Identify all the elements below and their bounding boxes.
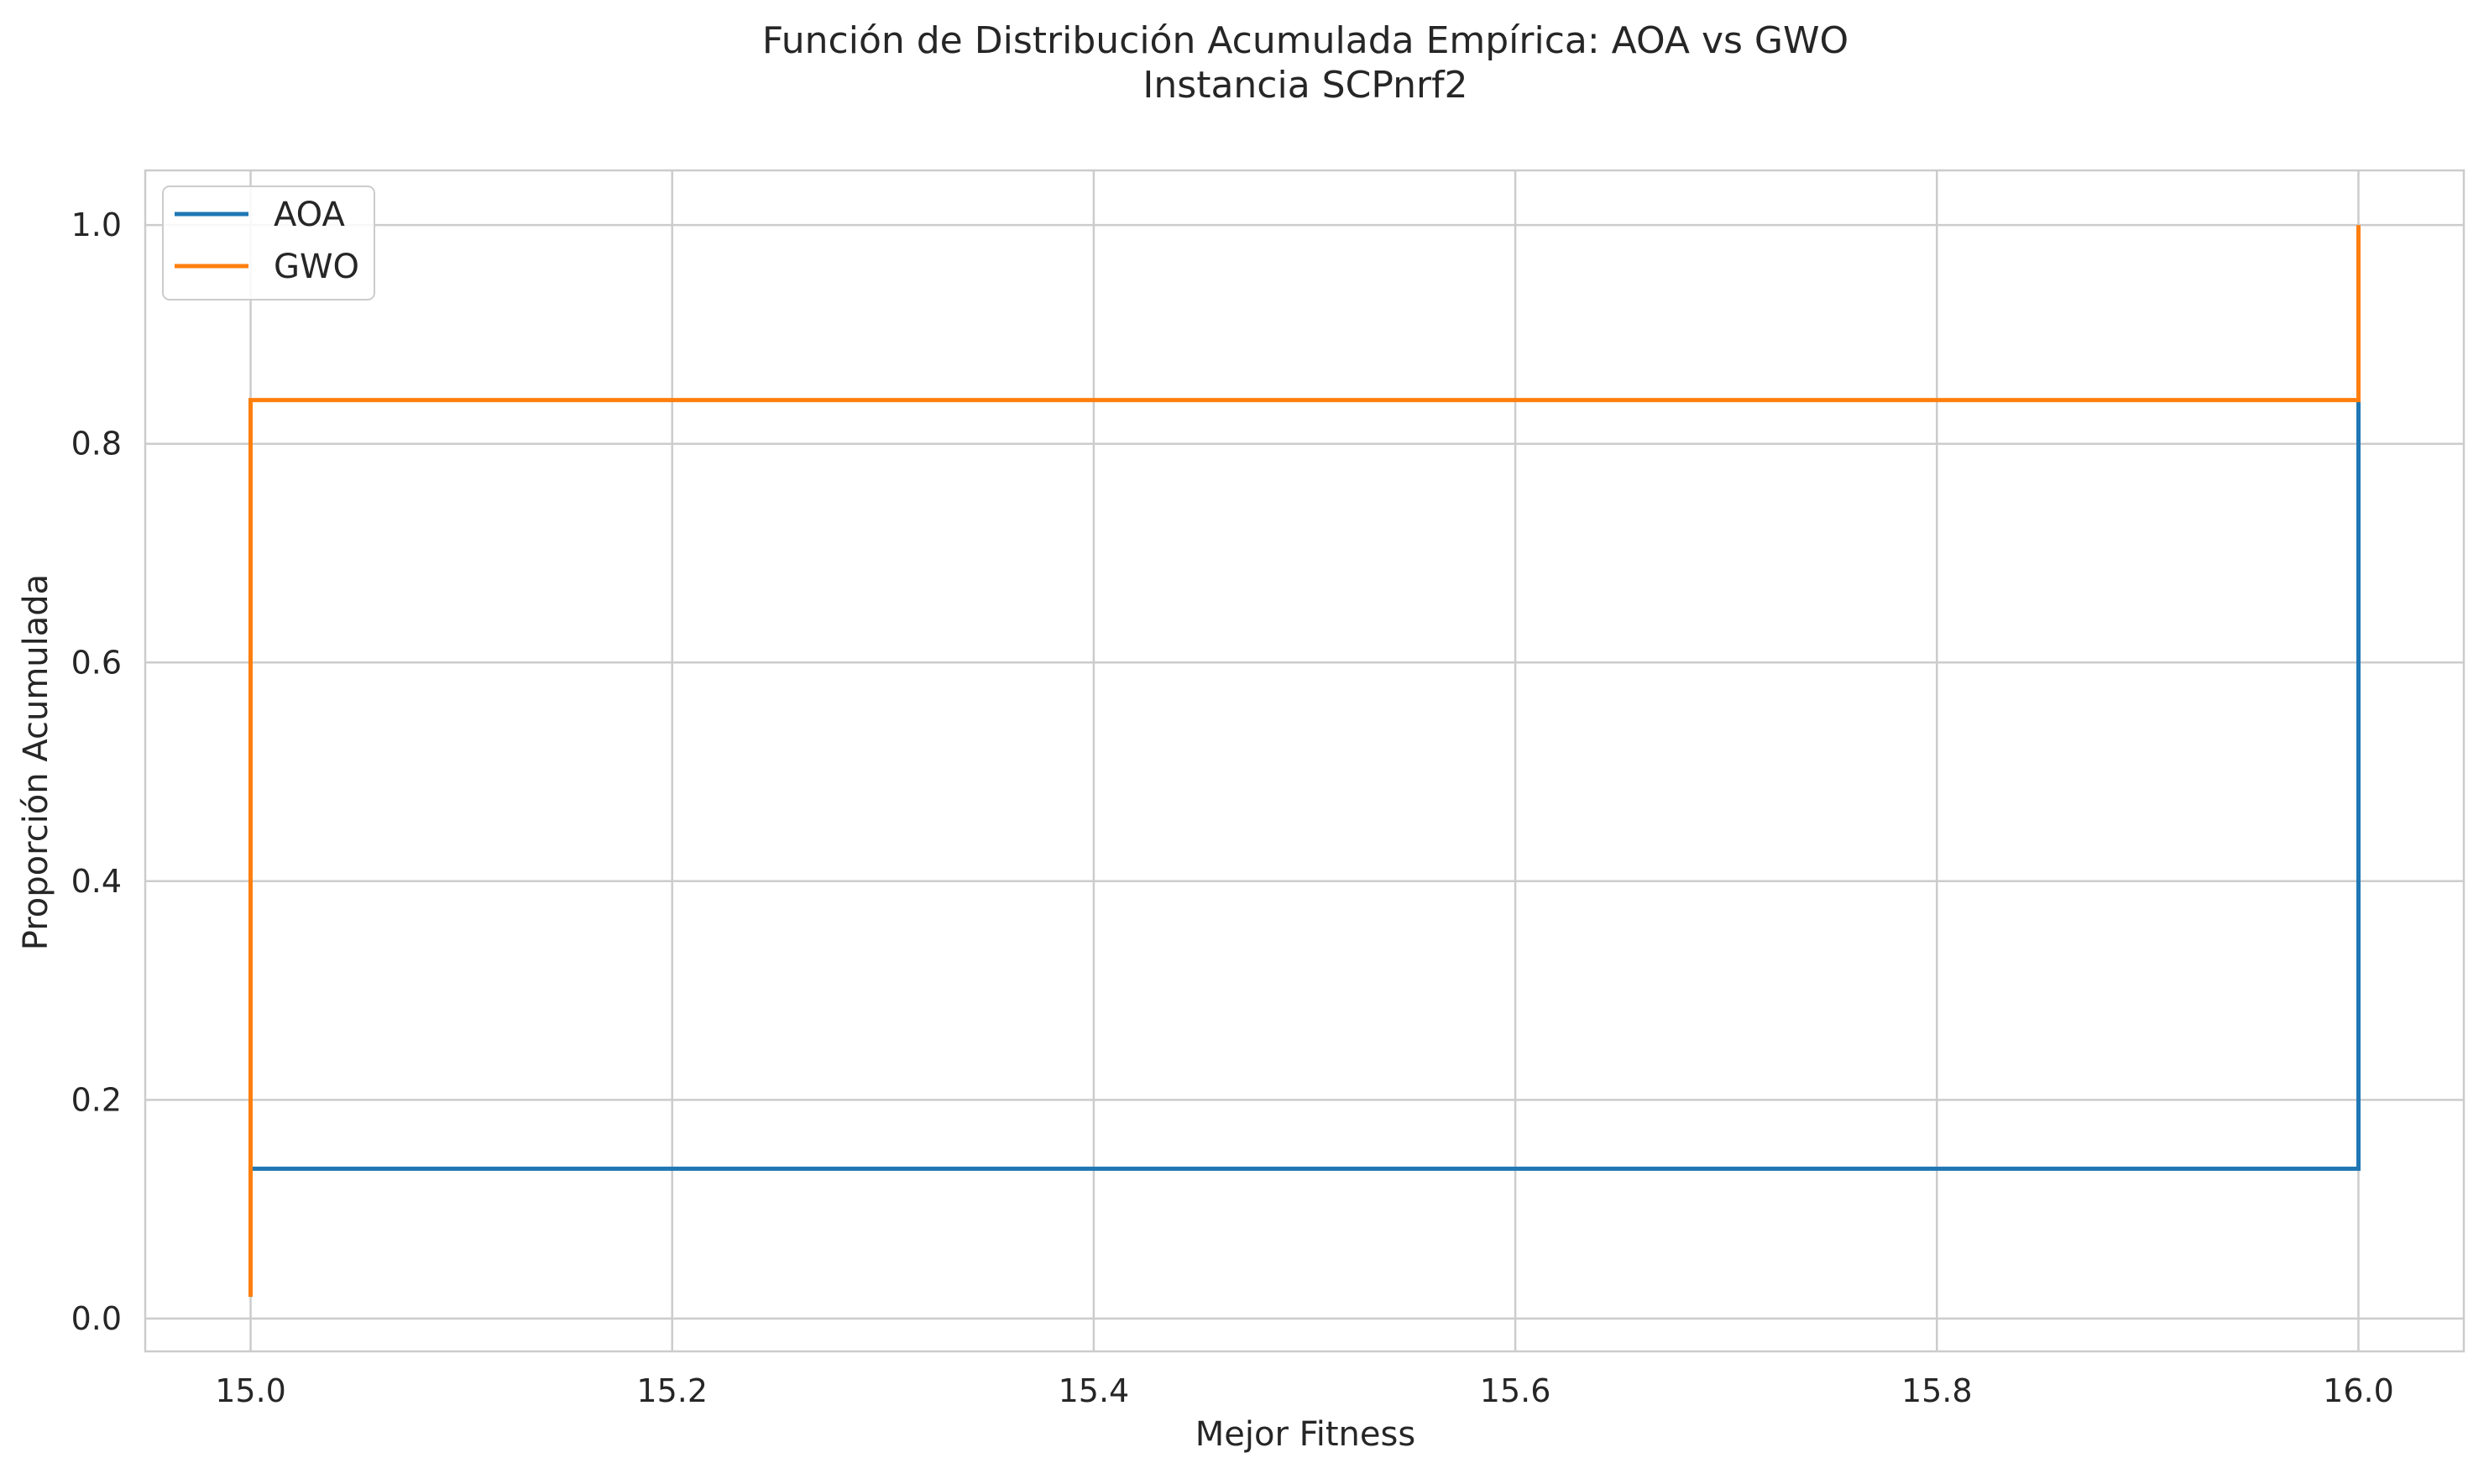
series-line-gwo — [248, 225, 2361, 1297]
y-tick-label: 0.0 — [71, 1300, 122, 1337]
plot-area-frame — [144, 169, 2465, 1353]
chart-title: Función de Distribución Acumulada Empíri… — [762, 19, 1848, 62]
y-tick-label: 0.4 — [71, 863, 122, 900]
x-tick-label: 15.4 — [1059, 1372, 1130, 1409]
y-axis-label: Proporción Acumulada — [17, 574, 55, 950]
x-tick-label: 15.6 — [1480, 1372, 1551, 1409]
legend-label-gwo: GWO — [274, 248, 359, 286]
x-axis-label: Mejor Fitness — [1195, 1415, 1415, 1454]
y-tick-label: 0.2 — [71, 1081, 122, 1118]
y-tick-label: 0.8 — [71, 426, 122, 462]
legend-label-aoa: AOA — [274, 196, 345, 234]
x-tick-label: 15.0 — [215, 1372, 286, 1409]
y-tick-label: 0.6 — [71, 644, 122, 681]
x-tick-label: 16.0 — [2323, 1372, 2394, 1409]
chart-subtitle: Instancia SCPnrf2 — [1143, 64, 1467, 107]
grid — [145, 170, 2464, 1351]
y-tick-label: 1.0 — [71, 206, 122, 243]
x-tick-label: 15.2 — [636, 1372, 708, 1409]
legend: AOA GWO — [162, 186, 375, 300]
series-lines — [248, 225, 2361, 1297]
tick-labels: 15.0 15.2 15.4 15.6 15.8 16.0 0.0 0.2 0.4 0.6 0.8 1… — [71, 206, 2394, 1409]
x-tick-label: 15.8 — [1901, 1372, 1973, 1409]
